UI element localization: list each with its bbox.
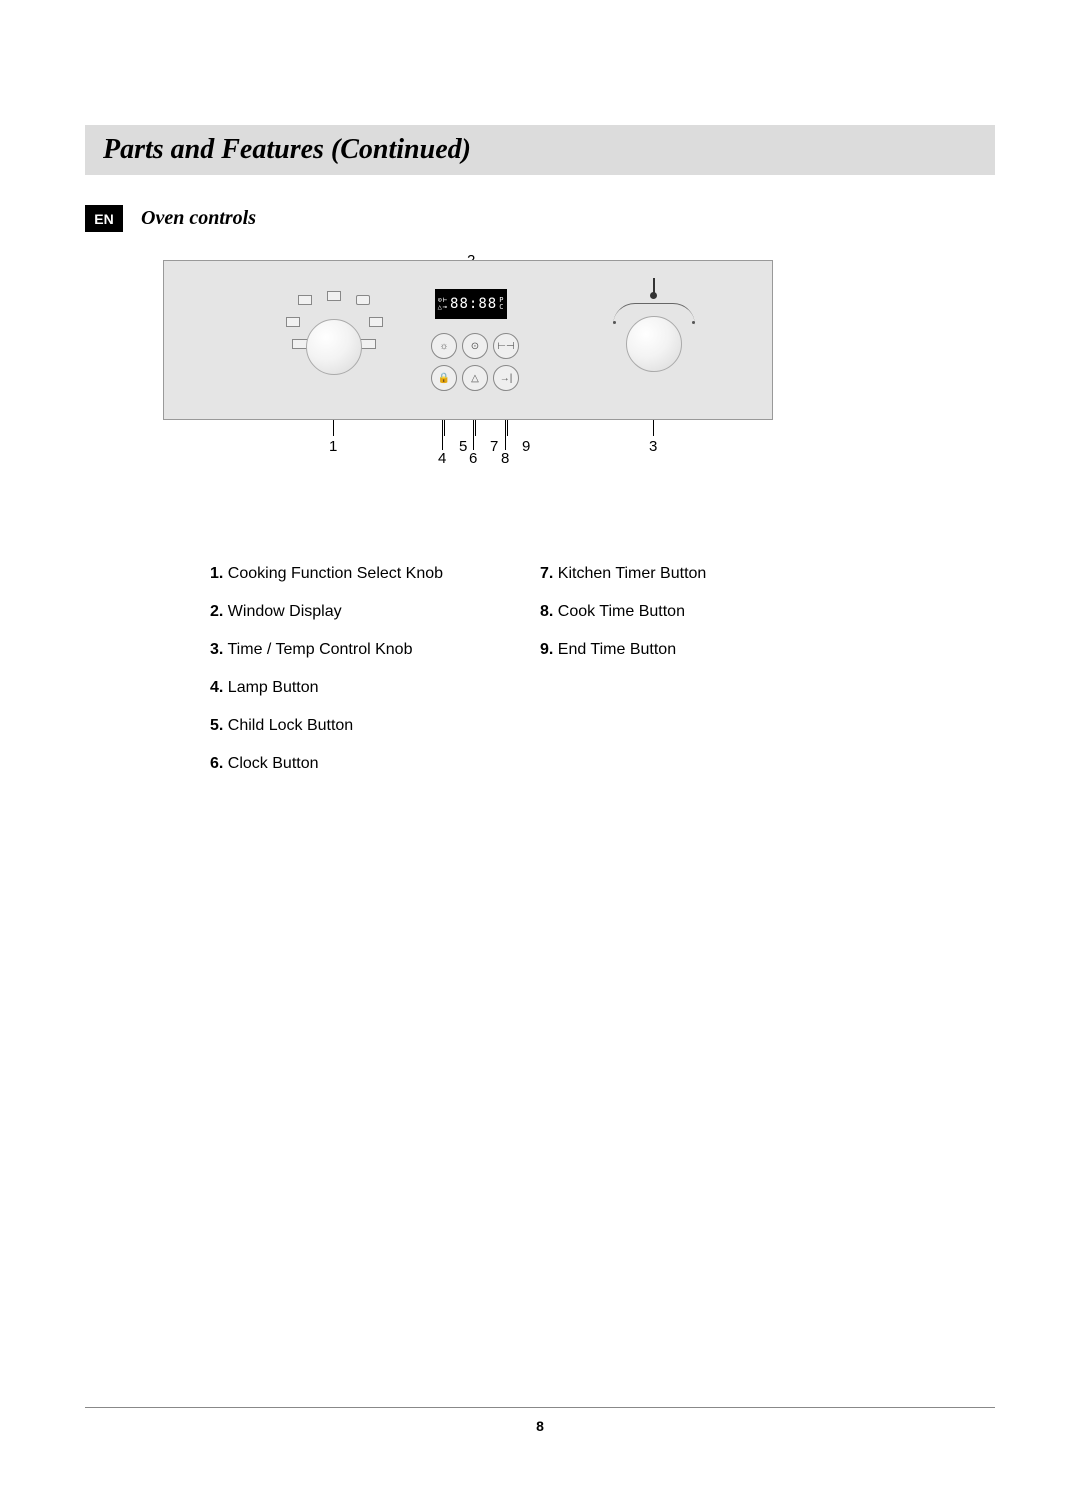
cooking-function-knob[interactable] xyxy=(306,319,362,375)
legend-item: 1. Cooking Function Select Knob xyxy=(210,565,500,583)
thermometer-icon xyxy=(650,277,658,299)
legend-item: 2. Window Display xyxy=(210,603,500,621)
callout-line xyxy=(507,420,508,436)
function-icon xyxy=(286,317,300,327)
callout-number-5: 5 xyxy=(459,438,467,455)
language-tag: EN xyxy=(85,205,123,232)
callout-line xyxy=(653,420,654,436)
callout-line xyxy=(505,420,506,450)
callout-line xyxy=(473,420,474,450)
function-icon xyxy=(356,295,370,305)
callout-line xyxy=(333,420,334,436)
legend-item: 4. Lamp Button xyxy=(210,679,500,697)
callout-line xyxy=(444,420,445,436)
callout-number-8: 8 xyxy=(501,450,509,467)
callout-line xyxy=(475,420,476,436)
legend-item: 5. Child Lock Button xyxy=(210,717,500,735)
end-time-icon: →| xyxy=(500,373,513,384)
timer-icon: ⊙ xyxy=(471,341,479,352)
callout-number-1: 1 xyxy=(329,438,337,455)
function-icon xyxy=(327,291,341,301)
lamp-icon: ☼ xyxy=(439,341,448,352)
callout-number-6: 6 xyxy=(469,450,477,467)
legend-item: 7. Kitchen Timer Button xyxy=(540,565,706,583)
lamp-button[interactable]: ☼ xyxy=(431,333,457,359)
legend: 1. Cooking Function Select Knob 2. Windo… xyxy=(210,565,995,773)
page-number: 8 xyxy=(0,1418,1080,1434)
clock-icon: △ xyxy=(471,373,479,384)
legend-item: 8. Cook Time Button xyxy=(540,603,706,621)
legend-item: 6. Clock Button xyxy=(210,755,500,773)
oven-controls-diagram: 2 ⊙⊢△⊸ 88:88 PC ☼ ⊙ ⊢⊣ 🔒 △ → xyxy=(163,260,995,470)
end-time-button[interactable]: →| xyxy=(493,365,519,391)
window-display: ⊙⊢△⊸ 88:88 PC xyxy=(435,289,507,319)
kitchen-timer-button[interactable]: ⊙ xyxy=(462,333,488,359)
legend-item: 9. End Time Button xyxy=(540,641,706,659)
callout-number-9: 9 xyxy=(522,438,530,455)
legend-col-left: 1. Cooking Function Select Knob 2. Windo… xyxy=(210,565,500,773)
scale-tick xyxy=(613,321,616,324)
control-panel: ⊙⊢△⊸ 88:88 PC ☼ ⊙ ⊢⊣ 🔒 △ →| xyxy=(163,260,773,420)
display-left-icons: ⊙⊢△⊸ xyxy=(438,297,448,311)
display-right-icons: PC xyxy=(499,297,504,311)
cook-time-icon: ⊢⊣ xyxy=(497,341,514,352)
legend-item: 3. Time / Temp Control Knob xyxy=(210,641,500,659)
callout-line xyxy=(442,420,443,450)
section-heading: Oven controls xyxy=(141,207,256,230)
clock-button[interactable]: △ xyxy=(462,365,488,391)
child-lock-button[interactable]: 🔒 xyxy=(431,365,457,391)
display-digits: 88:88 xyxy=(450,296,497,312)
function-icon xyxy=(298,295,312,305)
time-temp-knob[interactable] xyxy=(626,316,682,372)
function-icon xyxy=(360,339,376,349)
legend-col-right: 7. Kitchen Timer Button 8. Cook Time But… xyxy=(540,565,706,773)
language-section-row: EN Oven controls xyxy=(85,205,995,232)
title-bar: Parts and Features (Continued) xyxy=(85,125,995,175)
function-icon xyxy=(369,317,383,327)
callouts-bottom: 1 4 5 6 7 8 9 3 xyxy=(163,420,773,470)
callout-number-4: 4 xyxy=(438,450,446,467)
scale-tick xyxy=(692,321,695,324)
footer-rule xyxy=(85,1407,995,1408)
page-title: Parts and Features (Continued) xyxy=(103,134,471,166)
callout-number-7: 7 xyxy=(490,438,498,455)
callout-number-3: 3 xyxy=(649,438,657,455)
cook-time-button[interactable]: ⊢⊣ xyxy=(493,333,519,359)
lock-icon: 🔒 xyxy=(438,373,450,384)
